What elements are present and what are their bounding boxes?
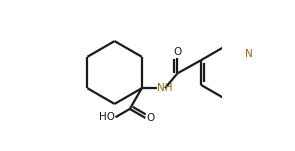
Text: NH: NH [157,83,173,93]
Text: HO: HO [99,112,115,122]
Text: O: O [146,113,154,123]
Text: N: N [245,49,253,59]
Text: O: O [173,47,182,57]
